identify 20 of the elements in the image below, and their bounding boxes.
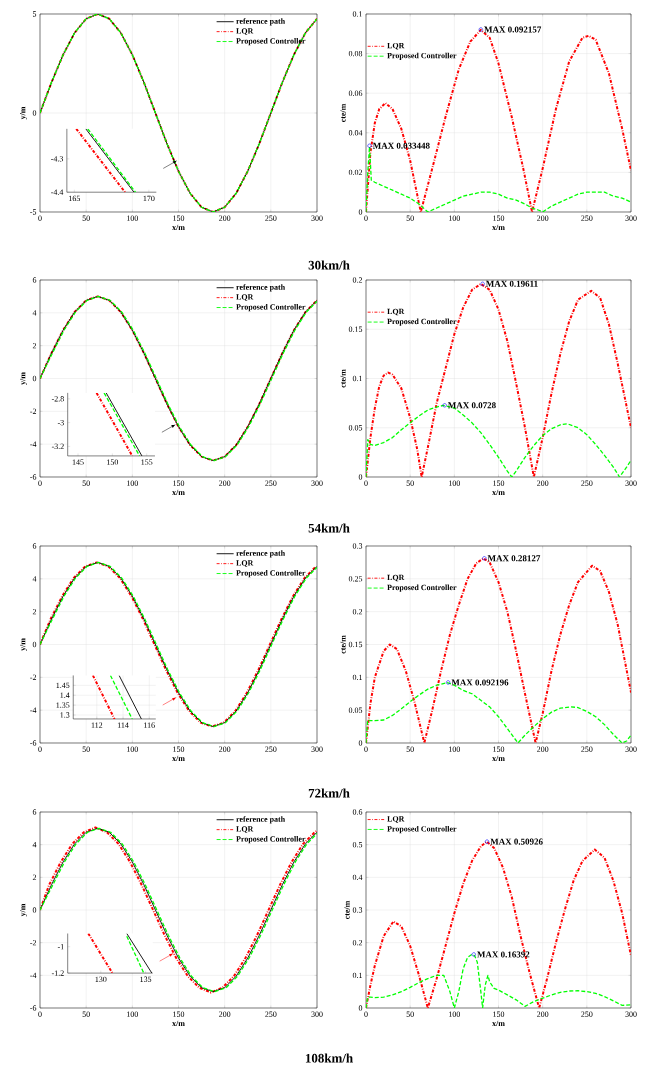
line-series [40,13,317,212]
annotation: MAX 0.28127 [487,555,541,562]
line-series [366,840,632,1008]
line-series [366,404,632,477]
annotation: MAX 0.19611 [485,280,538,287]
line-series [366,282,632,477]
annotation: MAX 0.092196 [451,679,509,686]
text: 72km/h [308,788,350,798]
text: 30km/h [308,260,350,270]
annotation: MAX 0.033448 [372,142,430,149]
line-series [366,557,632,743]
text: 54km/h [308,523,350,533]
line-series [366,953,632,1008]
line-series [366,28,632,212]
annotation: MAX 0.16392 [477,951,530,958]
annotation: MAX 0.0728 [447,402,496,409]
annotation: MAX 0.50926 [490,838,543,845]
line-series [366,681,632,743]
annotation: MAX 0.092157 [484,26,542,33]
text: 108km/h [305,1053,353,1063]
